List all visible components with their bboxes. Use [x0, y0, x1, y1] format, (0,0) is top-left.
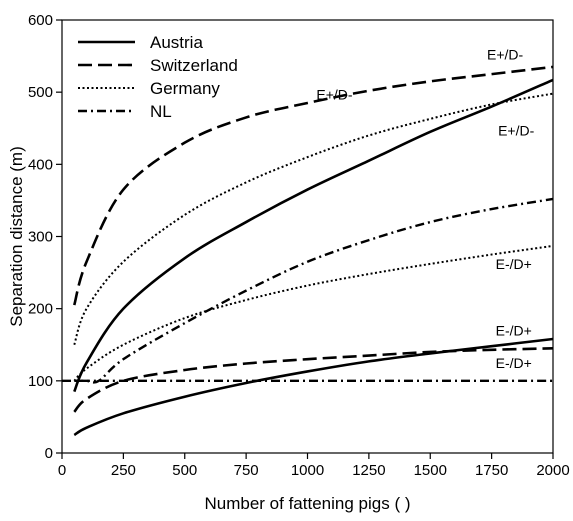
y-tick-label: 100	[28, 373, 53, 390]
legend-label: Switzerland	[150, 56, 238, 75]
series-line-germany-e-minus	[73, 244, 554, 382]
series-line-austria-e-plus	[73, 78, 554, 393]
scenario-label: E+/D-	[487, 47, 524, 63]
x-tick-label: 1000	[291, 462, 324, 479]
legend-label: Germany	[150, 79, 220, 98]
y-tick-label: 300	[28, 229, 53, 246]
series-line-switzerland-e-plus	[73, 65, 554, 306]
y-tick-label: 200	[28, 301, 53, 318]
series-line-germany-e-plus	[73, 92, 554, 346]
y-axis-label: Separation distance (m)	[7, 146, 26, 326]
x-tick-label: 750	[234, 462, 259, 479]
scenario-label: E-/D+	[496, 322, 532, 338]
legend-label: NL	[150, 102, 172, 121]
x-tick-label: 250	[111, 462, 136, 479]
x-axis-label: Number of fattening pigs ( )	[205, 494, 411, 513]
legend-label: Austria	[150, 33, 203, 52]
scenario-label: E-/D+	[496, 256, 532, 272]
scenario-label: E-/D+	[496, 355, 532, 371]
scenario-label: E+/D-	[316, 86, 353, 102]
axis-ticks: 0 250 500 750 1000 1250 1500 1750 2000 0 100 200 300…	[28, 12, 570, 479]
series-lines	[62, 65, 554, 437]
x-tick-label: 1750	[475, 462, 508, 479]
legend: Austria Switzerland Germany NL	[78, 33, 238, 121]
series-line-nl-e-plus	[74, 197, 554, 384]
plot-border	[61, 19, 554, 454]
x-tick-label: 0	[58, 462, 66, 479]
scenario-label: E+/D-	[498, 122, 535, 138]
y-tick-label: 0	[45, 445, 53, 462]
y-tick-label: 500	[28, 84, 53, 101]
x-tick-label: 500	[172, 462, 197, 479]
x-tick-label: 2000	[536, 462, 569, 479]
plot-frame	[61, 19, 554, 454]
y-tick-label: 400	[28, 156, 53, 173]
y-tick-label: 600	[28, 12, 53, 29]
series-line-austria-e-minus	[73, 337, 554, 437]
x-tick-label: 1500	[414, 462, 447, 479]
annotations: E+/D- E+/D- E+/D- E-/D+ E-/D+ E-/D+	[316, 47, 534, 371]
x-tick-label: 1250	[352, 462, 385, 479]
